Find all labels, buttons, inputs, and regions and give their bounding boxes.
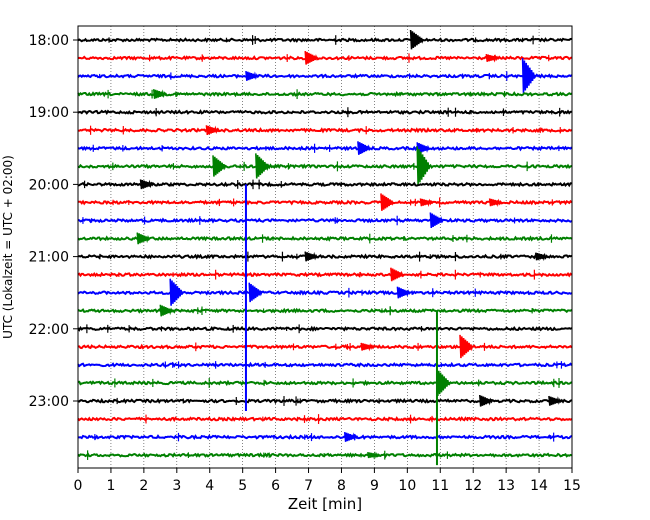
- trace-2345: [77, 452, 573, 459]
- x-tick-label: 6: [271, 478, 280, 494]
- trace-2245: [77, 379, 573, 387]
- event-spike: [255, 153, 270, 179]
- event-spike: [548, 395, 563, 406]
- trace-2100: [77, 253, 573, 260]
- x-tick-label: 2: [139, 478, 148, 494]
- y-tick-label: 18:00: [29, 33, 69, 49]
- event-spike: [416, 142, 431, 154]
- event-spike: [360, 342, 375, 352]
- x-tick-label: 8: [337, 478, 346, 494]
- event-spike: [459, 334, 474, 359]
- event-spike: [416, 146, 431, 186]
- x-tick-label: 11: [431, 478, 449, 494]
- x-axis: 0 1 2 3 4 5 6 7 8 9 10 11 12 13 14 15: [74, 468, 581, 494]
- x-tick-label: 1: [106, 478, 115, 494]
- x-tick-label: 7: [304, 478, 313, 494]
- x-axis-label: Zeit [min]: [288, 495, 362, 513]
- event-spike: [478, 394, 494, 407]
- x-tick-label: 4: [205, 478, 214, 494]
- x-tick-label: 13: [497, 478, 515, 494]
- trace-2030: [77, 217, 573, 224]
- y-tick-label: 22:00: [29, 322, 69, 338]
- trace-2000: [77, 181, 572, 188]
- event-spike: [343, 432, 358, 442]
- event-spike: [367, 451, 381, 460]
- trace-2230: [77, 361, 573, 368]
- event-spike: [357, 141, 372, 155]
- x-tick-label: 15: [563, 478, 581, 494]
- plot-frame: [77, 25, 573, 469]
- trace-2130: [77, 289, 573, 296]
- event-spike: [304, 50, 319, 65]
- x-tick-label: 3: [172, 478, 181, 494]
- event-spike: [212, 155, 227, 177]
- event-spike: [139, 179, 154, 190]
- trace-2330: [77, 433, 573, 441]
- event-spike: [159, 304, 174, 317]
- event-spike: [534, 252, 549, 262]
- event-spike: [436, 368, 451, 397]
- event-spike: [521, 58, 536, 93]
- trace-2200: [77, 325, 573, 332]
- trace-1930: [77, 145, 573, 152]
- event-layer: [244, 184, 438, 466]
- event-spike: [390, 267, 405, 282]
- event-spike: [248, 282, 263, 303]
- y-axis: 18:00 19:00 20:00 21:00 22:00 23:00: [29, 33, 78, 410]
- event-spike: [136, 232, 151, 245]
- event-spike: [169, 278, 184, 306]
- y-axis-label: UTC (Lokalzeit = UTC + 02:00): [1, 155, 15, 339]
- event-spike: [205, 125, 220, 135]
- trace-1900: [77, 109, 572, 116]
- event-spike: [429, 212, 444, 229]
- event-spike: [304, 251, 319, 262]
- event-spike: [380, 193, 395, 211]
- trace-2045: [77, 235, 573, 242]
- x-tick-label: 9: [370, 478, 379, 494]
- event-spike: [488, 198, 503, 207]
- event-spike: [409, 29, 424, 50]
- event-spike: [152, 89, 167, 99]
- trace-1800: [77, 37, 572, 43]
- y-tick-label: 23:00: [29, 394, 69, 410]
- trace-1945: [77, 163, 573, 170]
- y-tick-label: 20:00: [29, 177, 69, 193]
- event-spike: [396, 286, 411, 299]
- y-tick-label: 21:00: [29, 250, 69, 266]
- plot-background: [78, 26, 572, 468]
- x-tick-label: 0: [74, 478, 83, 494]
- event-spike: [419, 198, 434, 207]
- trace-2115: [77, 271, 573, 278]
- x-tick-label: 14: [530, 478, 548, 494]
- x-tick-label: 5: [238, 478, 247, 494]
- trace-layer: [77, 29, 573, 460]
- y-tick-label: 19:00: [29, 105, 69, 121]
- trace-2315: [77, 416, 573, 423]
- event-spike: [485, 53, 500, 63]
- x-tick-label: 10: [398, 478, 416, 494]
- x-tick-label: 12: [464, 478, 482, 494]
- trace-2215: [77, 343, 573, 350]
- event-spike: [245, 71, 260, 81]
- trace-1915: [77, 127, 573, 134]
